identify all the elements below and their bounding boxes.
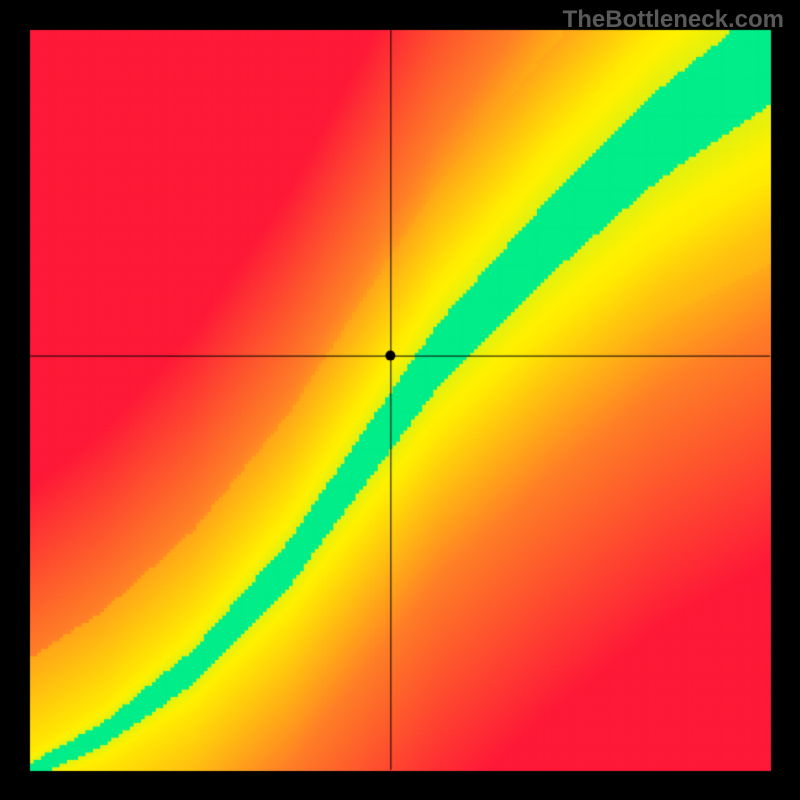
watermark-text: TheBottleneck.com (563, 6, 784, 34)
crosshair-layer (0, 0, 800, 800)
chart-container: { "watermark": { "text": "TheBottleneck.… (0, 0, 800, 800)
